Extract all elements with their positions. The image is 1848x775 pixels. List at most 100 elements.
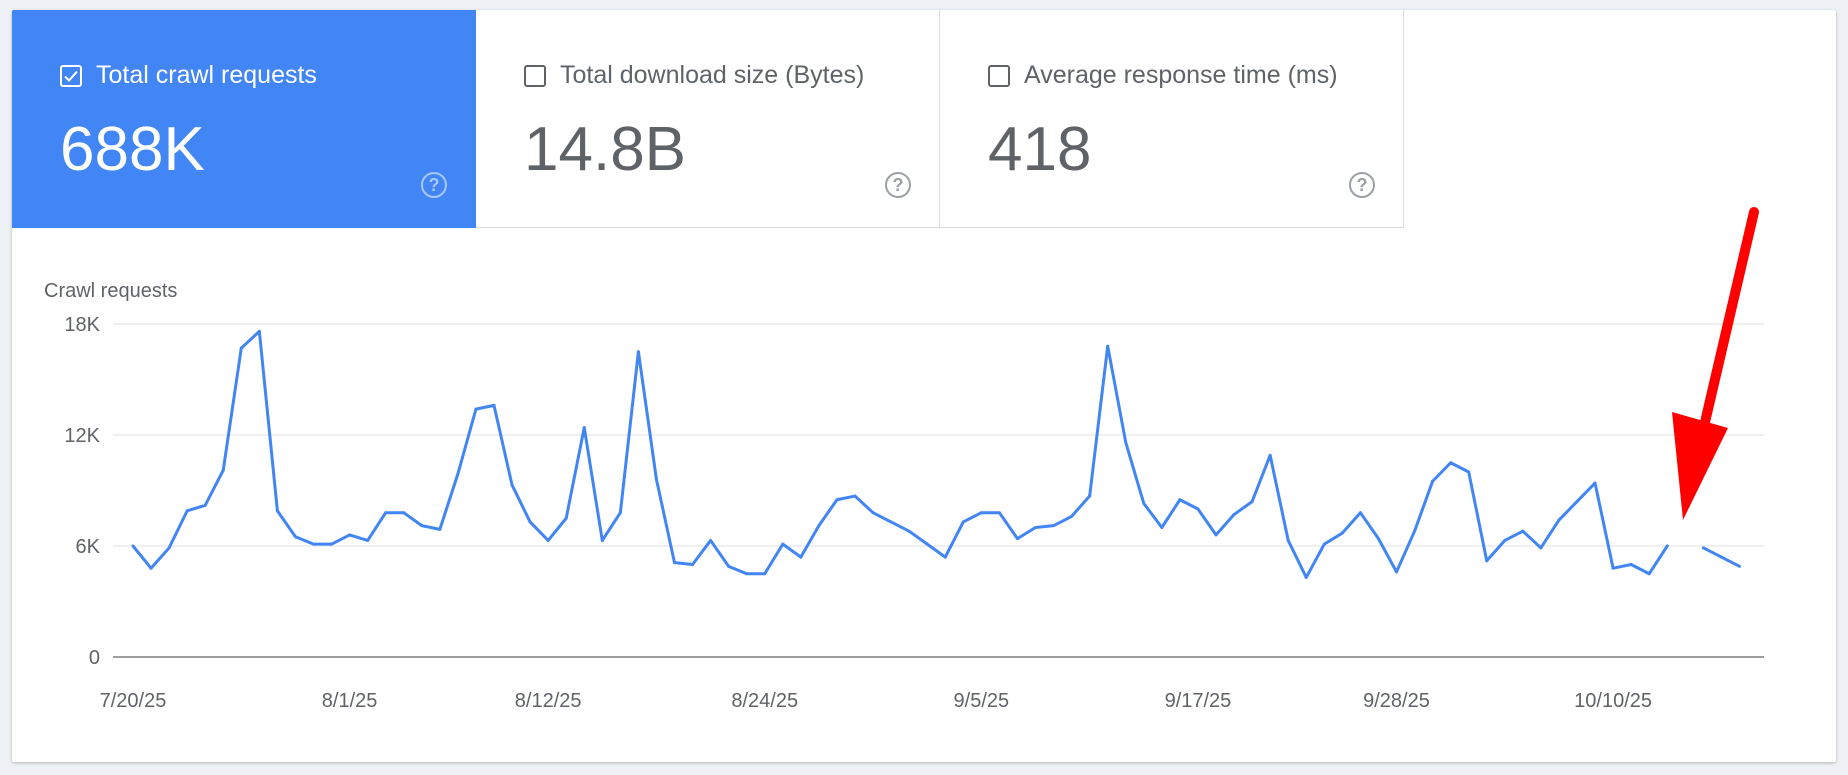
data-point (149, 566, 153, 570)
data-point (1557, 518, 1561, 522)
data-point (799, 555, 803, 559)
metric-value: 14.8B (524, 115, 687, 184)
data-point (1485, 559, 1489, 563)
data-point (348, 533, 352, 537)
x-tick-label: 8/24/25 (731, 690, 798, 712)
data-point (835, 498, 839, 502)
data-point (1358, 511, 1362, 515)
data-point (582, 426, 586, 430)
data-point (1413, 529, 1417, 533)
data-point (131, 544, 135, 548)
data-point (1304, 575, 1308, 579)
data-point (1070, 514, 1074, 518)
data-point (1719, 555, 1723, 559)
data-point (1701, 546, 1705, 550)
checkbox-unchecked-icon[interactable] (988, 64, 1010, 87)
data-point (1376, 537, 1380, 541)
x-tick-label: 9/28/25 (1363, 690, 1430, 712)
data-point (673, 561, 676, 565)
data-point (907, 529, 911, 533)
metric-label: Total download size (Bytes) (524, 61, 864, 90)
data-point (1665, 544, 1669, 548)
x-tick-label: 9/5/25 (954, 690, 1010, 712)
data-point (600, 538, 604, 542)
data-point (618, 511, 622, 515)
data-point (871, 511, 875, 515)
data-point (1593, 481, 1597, 485)
data-point (1467, 470, 1471, 474)
metric-label-text: Total download size (Bytes) (560, 61, 865, 89)
data-point (979, 511, 983, 515)
data-point (546, 538, 550, 542)
x-tick-label: 7/20/25 (100, 690, 167, 712)
metric-label-text: Total crawl requests (96, 61, 317, 89)
data-point (889, 520, 893, 524)
data-point (420, 524, 424, 528)
data-point (239, 346, 243, 350)
help-icon[interactable]: ? (885, 172, 911, 198)
data-point (438, 527, 442, 531)
data-point (1106, 344, 1110, 348)
metric-value: 418 (988, 115, 1092, 184)
data-point (257, 329, 261, 333)
data-point (943, 555, 947, 559)
data-point (1052, 524, 1056, 528)
data-point (654, 477, 658, 481)
red-arrow-annotation (1672, 207, 1759, 520)
data-point (330, 542, 334, 546)
data-point (1268, 453, 1272, 457)
data-point (275, 509, 279, 513)
x-tick-label: 10/10/25 (1574, 690, 1652, 712)
y-tick-label: 18K (64, 314, 100, 336)
y-tick-label: 12K (64, 425, 100, 447)
x-tick-label: 8/1/25 (322, 690, 378, 712)
data-point (1611, 566, 1615, 570)
data-point (1539, 546, 1543, 550)
checkbox-unchecked-icon[interactable] (524, 64, 546, 87)
data-point (745, 572, 749, 576)
metric-total-download-size[interactable]: Total download size (Bytes) 14.8B ? (476, 10, 940, 228)
data-point (1521, 529, 1525, 533)
data-point (1232, 513, 1236, 517)
data-point (1647, 572, 1651, 576)
data-point (853, 494, 857, 498)
help-icon[interactable]: ? (421, 172, 447, 198)
data-point (456, 472, 460, 476)
checkbox-checked-icon[interactable] (60, 64, 82, 87)
data-point (510, 483, 514, 487)
data-point (1737, 564, 1741, 568)
data-point (1015, 537, 1019, 541)
data-point (709, 538, 713, 542)
data-point (185, 509, 189, 513)
help-icon[interactable]: ? (1349, 172, 1375, 198)
data-point (961, 520, 965, 524)
data-point (293, 535, 297, 539)
data-point (1575, 500, 1579, 504)
data-point (528, 520, 532, 524)
data-point (366, 538, 370, 542)
y-axis-label: Crawl requests (44, 280, 177, 302)
data-point (1214, 533, 1218, 537)
metric-average-response-time[interactable]: Average response time (ms) 418 ? (940, 10, 1404, 228)
data-point (474, 407, 478, 411)
crawl-stats-card: Total crawl requests 688K ? Total downlo… (12, 10, 1836, 762)
data-point (203, 503, 207, 507)
data-point (1629, 563, 1633, 566)
data-point (1250, 500, 1254, 504)
data-point (1340, 531, 1344, 535)
data-point (1449, 461, 1453, 465)
data-point (312, 542, 315, 546)
data-point (1178, 498, 1182, 502)
data-point (1322, 542, 1326, 546)
data-point (997, 511, 1001, 515)
data-point (1431, 479, 1435, 483)
data-point (492, 403, 496, 407)
crawl-requests-chart: Crawl requests 0 6K 12K 18K 7/20/25 8/1/25 8/… (44, 207, 1764, 712)
data-point (781, 542, 785, 546)
data-point (402, 511, 406, 515)
data-point (727, 564, 731, 568)
metric-total-crawl-requests[interactable]: Total crawl requests 688K ? (12, 10, 476, 228)
data-point (1088, 494, 1092, 498)
data-point (763, 572, 767, 576)
metric-label-text: Average response time (ms) (1024, 61, 1338, 89)
